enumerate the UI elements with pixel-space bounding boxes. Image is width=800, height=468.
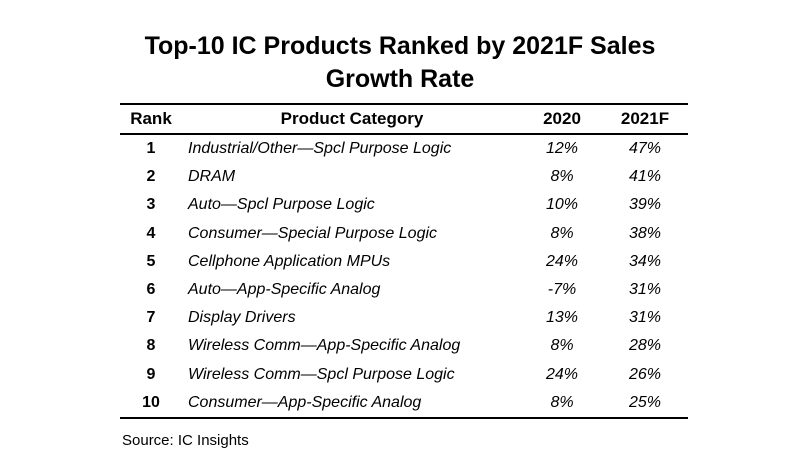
category-cell: Auto—Spcl Purpose Logic (188, 196, 375, 214)
rank-cell: 10 (120, 388, 182, 419)
value-2020-cell: 24% (545, 365, 579, 383)
category-cell: DRAM (188, 168, 236, 186)
table-row: 8 Wireless Comm—App-Specific Analog 8% 2… (120, 332, 688, 360)
table-row: 3 Auto—Spcl Purpose Logic 10% 39% (120, 191, 688, 219)
value-2021f-cell: 28% (628, 337, 662, 355)
table-row: 4 Consumer—Special Purpose Logic 8% 38% (120, 220, 688, 248)
value-2020-cell: 24% (545, 252, 579, 270)
value-2021f-cell: 25% (602, 388, 688, 419)
table-row: 9 Wireless Comm—Spcl Purpose Logic 24% 2… (120, 361, 688, 389)
table-row: 10 Consumer—App-Specific Analog 8% 25% (120, 388, 688, 419)
ranking-table-container: Rank Product Category 2020 2021F 1 Indus… (120, 103, 688, 419)
value-2020-cell: 8% (550, 224, 574, 242)
value-2020-cell: 10% (545, 196, 579, 214)
table-row: 7 Display Drivers 13% 31% (120, 304, 688, 332)
category-cell: Consumer—App-Specific Analog (182, 388, 522, 419)
source-note: Source: IC Insights (122, 432, 249, 449)
rank-cell: 1 (146, 140, 156, 158)
value-2020-cell: -7% (547, 281, 577, 299)
value-2021f-cell: 47% (628, 140, 662, 158)
rank-cell: 6 (146, 281, 156, 299)
header-rank: Rank (120, 103, 182, 135)
rank-cell: 2 (146, 168, 156, 186)
category-cell: Wireless Comm—Spcl Purpose Logic (188, 365, 455, 383)
value-2021f-cell: 41% (628, 168, 662, 186)
value-2021f-cell: 34% (628, 252, 662, 270)
title-line-2: Growth Rate (325, 65, 475, 93)
rank-cell: 8 (146, 337, 156, 355)
table-row: 1 Industrial/Other—Spcl Purpose Logic 12… (120, 134, 688, 163)
rank-cell: 4 (146, 224, 156, 242)
table-row: 5 Cellphone Application MPUs 24% 34% (120, 248, 688, 276)
rank-cell: 3 (146, 196, 156, 214)
value-2021f-cell: 39% (628, 196, 662, 214)
category-cell: Auto—App-Specific Analog (188, 281, 381, 299)
category-cell: Display Drivers (188, 309, 296, 327)
rank-cell: 7 (146, 309, 156, 327)
value-2020-cell: 8% (550, 337, 574, 355)
header-2021f: 2021F (602, 103, 688, 135)
rank-cell: 5 (146, 252, 156, 270)
ranking-table: Rank Product Category 2020 2021F 1 Indus… (120, 103, 688, 419)
value-2021f-cell: 31% (628, 309, 662, 327)
value-2020-cell: 13% (545, 309, 579, 327)
page-title: Top-10 IC Products Ranked by 2021F Sales… (0, 30, 800, 96)
category-cell: Consumer—Special Purpose Logic (188, 224, 438, 242)
rank-cell: 9 (146, 365, 156, 383)
table-header-row: Rank Product Category 2020 2021F (120, 103, 688, 135)
value-2021f-cell: 38% (628, 224, 662, 242)
value-2020-cell: 8% (522, 388, 602, 419)
value-2021f-cell: 31% (628, 281, 662, 299)
value-2020-cell: 8% (550, 168, 574, 186)
header-product-category: Product Category (182, 103, 522, 135)
category-cell: Wireless Comm—App-Specific Analog (188, 337, 461, 355)
table-row: 2 DRAM 8% 41% (120, 163, 688, 191)
category-cell: Cellphone Application MPUs (188, 252, 391, 270)
value-2020-cell: 12% (545, 140, 579, 158)
title-line-1: Top-10 IC Products Ranked by 2021F Sales (144, 32, 656, 60)
value-2021f-cell: 26% (628, 365, 662, 383)
category-cell: Industrial/Other—Spcl Purpose Logic (188, 140, 452, 158)
table-row: 6 Auto—App-Specific Analog -7% 31% (120, 276, 688, 304)
header-2020: 2020 (522, 103, 602, 135)
